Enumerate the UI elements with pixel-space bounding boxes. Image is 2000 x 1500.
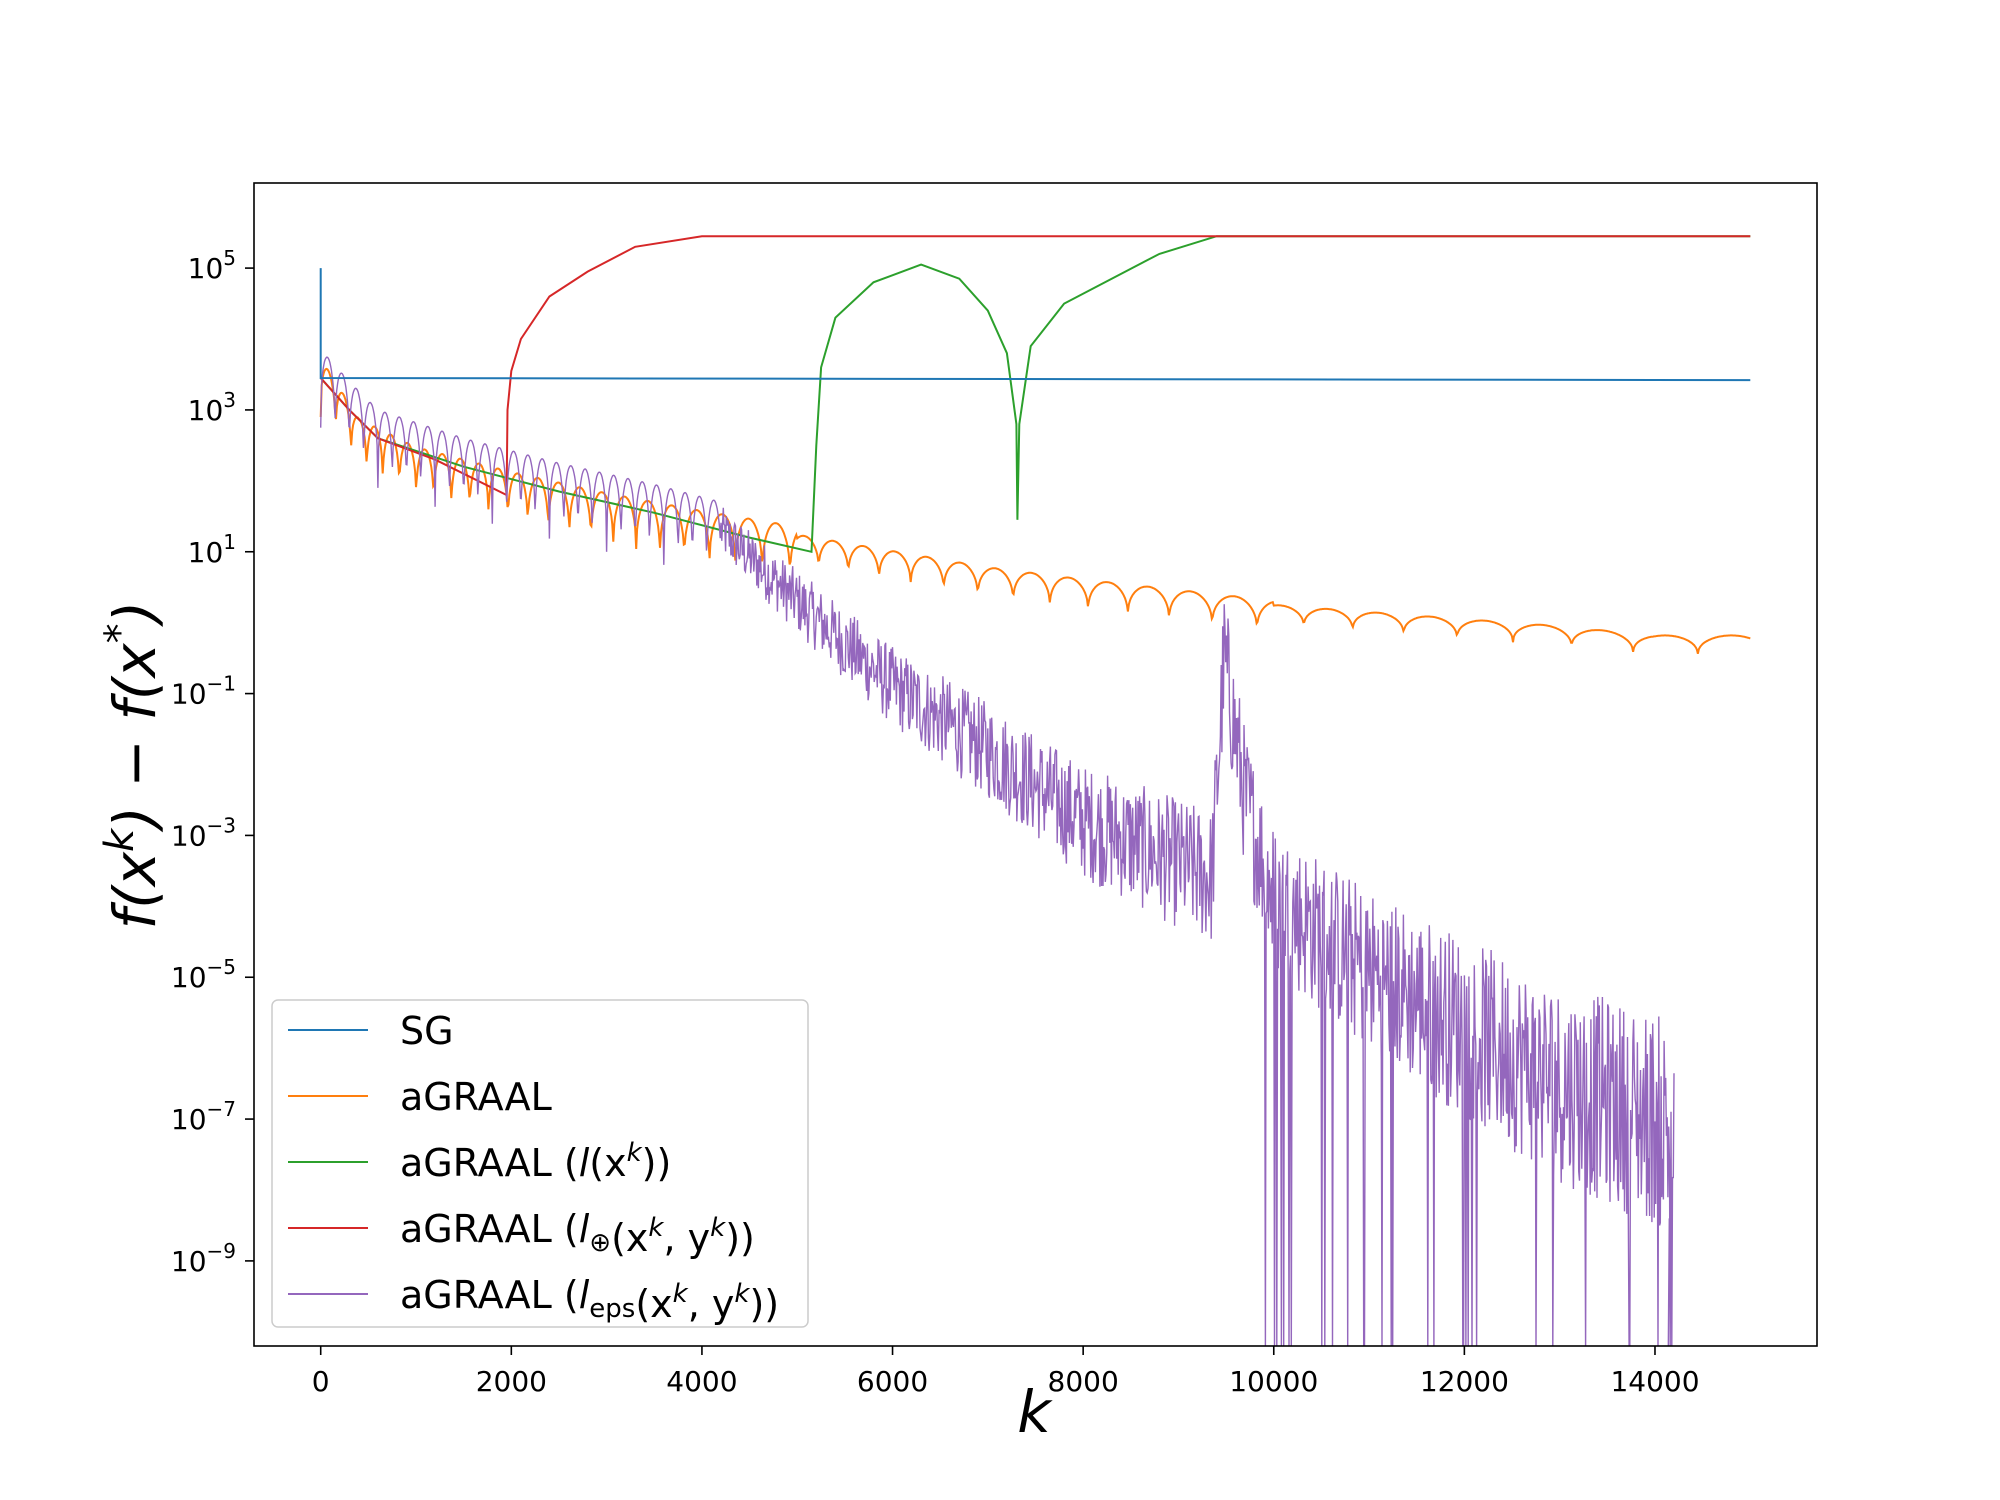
y-axis-ticks: 105 103 101 10−1 10−3 10−5 10−7 10−9	[171, 246, 254, 1278]
legend-label: aGRAAL	[400, 1075, 552, 1119]
y-tick-label: 10−3	[171, 813, 236, 852]
x-tick-label: 4000	[666, 1365, 737, 1398]
y-tick-label: 105	[188, 246, 236, 285]
x-axis-label: k	[1017, 1378, 1053, 1446]
legend-label: aGRAAL (l(xk))	[400, 1138, 671, 1185]
series-line-3	[319, 235, 1751, 554]
series-line-4	[319, 235, 1751, 497]
y-tick-label: 10−9	[171, 1239, 236, 1278]
axes-frame	[253, 182, 1818, 1347]
y-tick-label: 101	[188, 530, 236, 569]
x-tick-label: 6000	[857, 1365, 928, 1398]
legend-label: SG	[400, 1009, 454, 1053]
legend-label: aGRAAL (leps(xk, yk))	[400, 1273, 779, 1326]
y-tick-label: 10−7	[171, 1097, 236, 1136]
x-tick-label: 2000	[476, 1365, 547, 1398]
y-axis-label: f(xk) − f(x*)	[97, 601, 169, 930]
legend-label: aGRAAL (l⊕(xk, yk))	[400, 1207, 755, 1260]
x-axis-ticks: 0 2000 4000 6000 8000 10000 12000 14000	[312, 1346, 1700, 1398]
x-tick-label: 14000	[1610, 1365, 1699, 1398]
plot-area	[319, 235, 1751, 1346]
series-line-5	[320, 356, 1675, 1346]
series-line-1	[319, 268, 1751, 382]
x-tick-label: 8000	[1048, 1365, 1119, 1398]
series-line-2	[319, 367, 1751, 654]
legend: SG aGRAAL aGRAAL (l(xk)) aGRAAL (l⊕(xk, yk)…	[271, 999, 809, 1328]
y-tick-label: 10−1	[171, 672, 236, 711]
legend-box	[271, 999, 809, 1328]
y-tick-label: 10−5	[171, 955, 236, 994]
y-tick-label: 103	[188, 388, 236, 427]
x-tick-label: 10000	[1229, 1365, 1318, 1398]
x-tick-label: 0	[312, 1365, 330, 1398]
x-tick-label: 12000	[1420, 1365, 1509, 1398]
